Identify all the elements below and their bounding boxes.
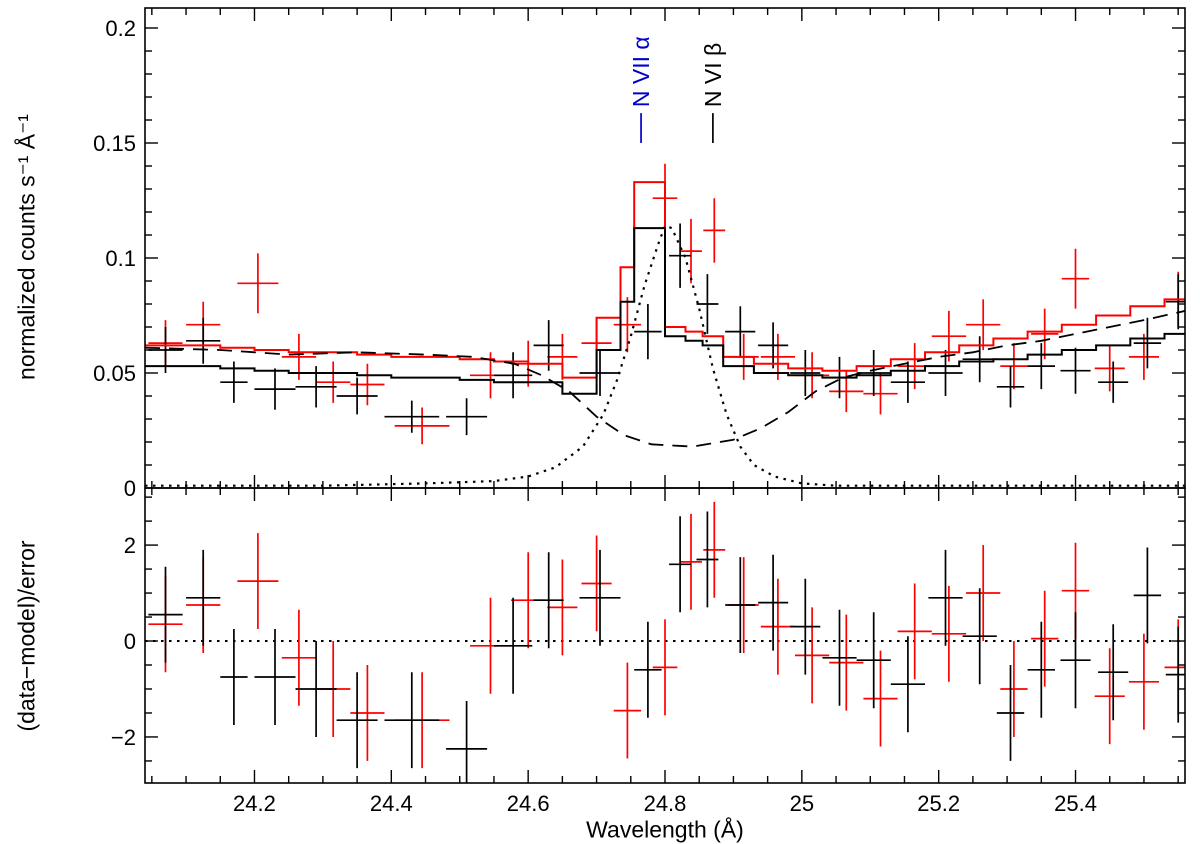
axis-ticks <box>145 8 1185 783</box>
y-tick-label: 0.2 <box>105 16 136 41</box>
bottom-panel-y-axis-label: (data−model)/error <box>13 540 40 732</box>
black-data <box>148 223 1185 436</box>
y-tick-label: 0.05 <box>93 361 136 386</box>
continuum-component <box>145 310 1185 448</box>
top-panel-series <box>145 163 1185 487</box>
line-annotation-n-vii-alpha: N VII α <box>628 36 654 144</box>
x-tick-label: 25 <box>790 791 814 816</box>
y-tick-label: 0.15 <box>93 131 136 156</box>
y-tick-label: 2 <box>124 533 136 558</box>
y-tick-label: 0.1 <box>105 246 136 271</box>
bottom-panel-series <box>145 501 1185 783</box>
top-panel-y-axis-label: normalized counts s⁻¹ Å⁻¹ <box>13 114 40 380</box>
n-vi-beta-label: N VI β <box>700 43 726 107</box>
x-axis-label: Wavelength (Å) <box>586 816 744 843</box>
line-annotation-n-vi-beta: N VI β <box>700 43 726 144</box>
x-tick-label: 24.8 <box>644 791 687 816</box>
x-tick-label: 24.4 <box>370 791 413 816</box>
x-tick-label: 24.6 <box>507 791 550 816</box>
gaussian-line-component <box>145 224 1185 487</box>
y-tick-label: 0 <box>124 629 136 654</box>
red-residuals <box>148 501 1185 769</box>
x-tick-label: 25.4 <box>1054 791 1097 816</box>
red-model <box>145 181 1185 379</box>
y-tick-label: −2 <box>111 725 136 750</box>
tick-labels: 0 0.05 0.1 0.15 0.2 −2 0 2 24.2 24.4 24.6 24.8 25 25.… <box>93 16 1097 816</box>
x-tick-label: 25.2 <box>917 791 960 816</box>
red-data <box>148 163 1185 445</box>
y-tick-label: 0 <box>124 476 136 501</box>
n-vii-alpha-label: N VII α <box>628 36 654 107</box>
black-residuals <box>148 511 1185 783</box>
black-model <box>145 227 1185 395</box>
x-tick-label: 24.2 <box>233 791 276 816</box>
